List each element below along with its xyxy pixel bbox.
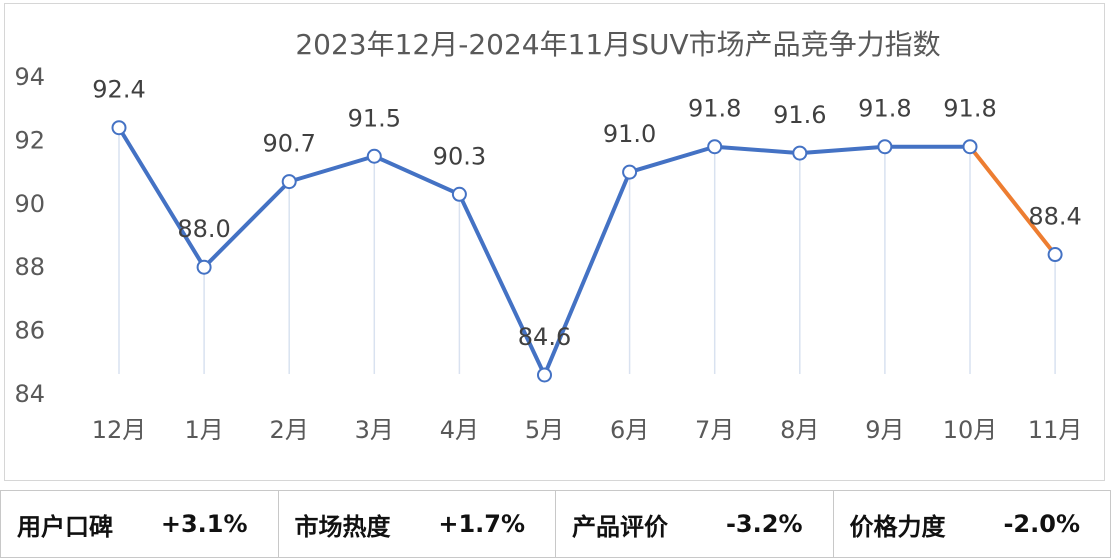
data-point: [622, 164, 638, 180]
data-point: [707, 139, 723, 155]
data-point: [451, 186, 467, 202]
y-tick-label: 88: [14, 253, 45, 281]
line-segment: [117, 125, 207, 270]
y-tick-label: 86: [14, 317, 45, 345]
chart-svg: 2023年12月-2024年11月SUV市场产品竞争力指数 84 86 88 90 92…: [14, 28, 1083, 444]
metrics-bar: 用户口碑 +3.1% 市场热度 +1.7% 产品评价 -3.2% 价格力度 -2…: [0, 490, 1111, 558]
line-segment: [797, 144, 887, 156]
data-point: [1047, 247, 1063, 263]
data-label: 88.4: [1028, 203, 1081, 231]
y-tick-label: 92: [14, 126, 45, 154]
metric-label: 产品评价: [572, 512, 668, 541]
metric-product-review: 产品评价 -3.2%: [555, 491, 833, 557]
x-tick-label: 1月: [184, 416, 223, 444]
drop-lines: [118, 127, 1056, 375]
metric-price-strength: 价格力度 -2.0%: [832, 491, 1111, 557]
data-label: 90.7: [262, 130, 315, 158]
metric-market-heat: 市场热度 +1.7%: [277, 491, 556, 557]
y-axis: 84 86 88 90 92 94: [14, 63, 45, 408]
metric-value: +3.1%: [160, 510, 248, 538]
line-segment: [202, 179, 292, 270]
x-tick-label: 12月: [92, 416, 147, 444]
y-tick-label: 84: [14, 380, 45, 408]
line-segment-last: [968, 144, 1058, 257]
chart-title: 2023年12月-2024年11月SUV市场产品竞争力指数: [295, 28, 940, 61]
data-label: 91.0: [603, 120, 656, 148]
x-tick-label: 7月: [695, 416, 734, 444]
metric-user-reputation: 用户口碑 +3.1%: [1, 491, 278, 557]
data-label: 91.8: [858, 95, 911, 123]
markers: [111, 120, 1063, 383]
x-tick-label: 2月: [270, 416, 309, 444]
data-point: [281, 174, 297, 190]
x-tick-label: 8月: [780, 416, 819, 444]
metric-label: 价格力度: [849, 512, 946, 541]
line-segment: [712, 144, 802, 156]
data-label: 92.4: [92, 76, 145, 104]
data-label: 91.5: [348, 104, 401, 132]
data-point: [366, 148, 382, 164]
line-segment: [627, 144, 717, 175]
x-axis: 12月 1月 2月 3月 4月 5月 6月 7月 8月 9月 10月 11月: [92, 416, 1083, 444]
data-point: [196, 259, 212, 275]
metric-label: 市场热度: [294, 512, 391, 541]
metric-label: 用户口碑: [17, 512, 113, 541]
data-label: 91.6: [773, 101, 826, 129]
line-segment: [542, 170, 632, 377]
x-tick-label: 10月: [943, 416, 998, 444]
data-point: [111, 120, 127, 136]
x-tick-label: 9月: [865, 416, 904, 444]
y-tick-label: 94: [14, 63, 45, 91]
data-label: 90.3: [433, 142, 486, 170]
data-point: [537, 367, 552, 383]
data-label: 88.0: [177, 215, 230, 243]
line-segment: [457, 192, 547, 377]
line-segment: [287, 154, 377, 184]
line-segment: [372, 154, 462, 197]
data-point: [877, 139, 893, 155]
x-tick-label: 11月: [1028, 416, 1083, 444]
data-label: 91.8: [688, 95, 741, 123]
metric-value: -3.2%: [725, 510, 803, 538]
data-point: [792, 145, 808, 161]
data-labels: 92.4 88.0 90.7 91.5 90.3 84.6 91.0 91.8 91.6 91.8…: [92, 76, 1082, 351]
x-tick-label: 5月: [525, 416, 564, 444]
y-tick-label: 90: [14, 190, 45, 218]
series-lines: [117, 125, 1058, 377]
data-label: 91.8: [943, 95, 996, 123]
chart-frame: 2023年12月-2024年11月SUV市场产品竞争力指数 84 86 88 90 92…: [4, 3, 1105, 481]
x-tick-label: 3月: [355, 416, 394, 444]
x-tick-label: 6月: [610, 416, 649, 444]
x-tick-label: 4月: [440, 416, 479, 444]
data-label: 84.6: [518, 323, 571, 351]
metric-value: +1.7%: [438, 510, 525, 538]
metric-value: -2.0%: [1003, 510, 1080, 538]
data-point: [962, 139, 978, 155]
